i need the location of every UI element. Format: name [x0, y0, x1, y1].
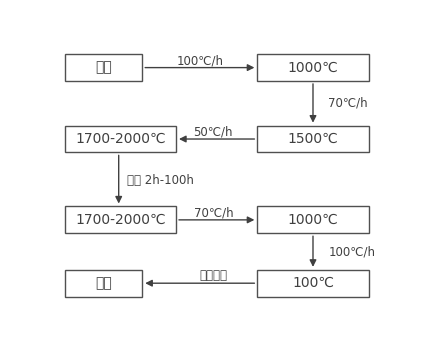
- FancyBboxPatch shape: [257, 126, 369, 153]
- Text: 1700-2000℃: 1700-2000℃: [75, 213, 166, 227]
- FancyBboxPatch shape: [257, 206, 369, 233]
- Text: 室温: 室温: [95, 61, 112, 75]
- FancyBboxPatch shape: [257, 270, 369, 297]
- Text: 1500℃: 1500℃: [288, 132, 338, 146]
- FancyBboxPatch shape: [257, 54, 369, 81]
- Text: 70℃/h: 70℃/h: [328, 97, 368, 110]
- Text: 1700-2000℃: 1700-2000℃: [75, 132, 166, 146]
- Text: 100℃: 100℃: [292, 276, 334, 290]
- Text: 70℃/h: 70℃/h: [194, 206, 233, 220]
- FancyBboxPatch shape: [65, 126, 176, 153]
- FancyBboxPatch shape: [65, 54, 142, 81]
- Text: 1000℃: 1000℃: [288, 213, 338, 227]
- Text: 室温: 室温: [95, 276, 112, 290]
- Text: 保温 2h-100h: 保温 2h-100h: [127, 174, 194, 187]
- Text: 50℃/h: 50℃/h: [194, 126, 233, 139]
- Text: 100℃/h: 100℃/h: [176, 54, 223, 67]
- Text: 关闭电源: 关闭电源: [199, 269, 227, 282]
- FancyBboxPatch shape: [65, 206, 176, 233]
- FancyBboxPatch shape: [65, 270, 142, 297]
- Text: 1000℃: 1000℃: [288, 61, 338, 75]
- Text: 100℃/h: 100℃/h: [328, 245, 375, 258]
